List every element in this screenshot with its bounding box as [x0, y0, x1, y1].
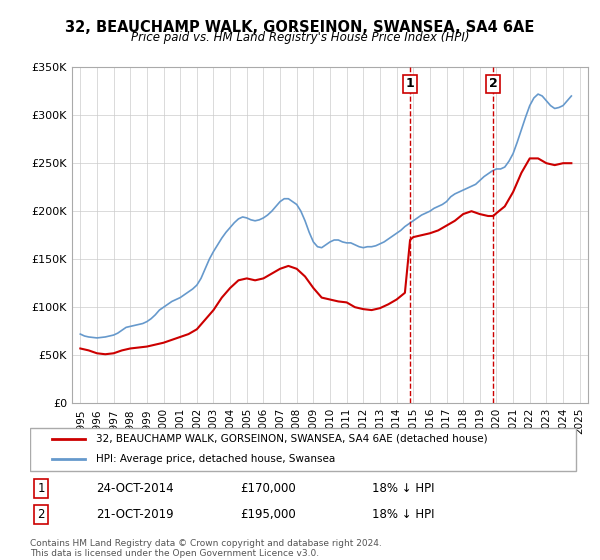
Text: Price paid vs. HM Land Registry's House Price Index (HPI): Price paid vs. HM Land Registry's House … — [131, 31, 469, 44]
Text: 2: 2 — [489, 77, 497, 90]
Text: Contains HM Land Registry data © Crown copyright and database right 2024.
This d: Contains HM Land Registry data © Crown c… — [30, 539, 382, 558]
Text: 21-OCT-2019: 21-OCT-2019 — [96, 508, 174, 521]
Text: HPI: Average price, detached house, Swansea: HPI: Average price, detached house, Swan… — [96, 454, 335, 464]
Text: 18% ↓ HPI: 18% ↓ HPI — [372, 482, 435, 494]
Text: 1: 1 — [406, 77, 415, 90]
Text: £170,000: £170,000 — [240, 482, 296, 494]
Text: 1: 1 — [37, 482, 45, 494]
Text: 32, BEAUCHAMP WALK, GORSEINON, SWANSEA, SA4 6AE (detached house): 32, BEAUCHAMP WALK, GORSEINON, SWANSEA, … — [96, 434, 488, 444]
FancyBboxPatch shape — [30, 428, 577, 472]
Text: 18% ↓ HPI: 18% ↓ HPI — [372, 508, 435, 521]
Text: 24-OCT-2014: 24-OCT-2014 — [96, 482, 174, 494]
Text: 32, BEAUCHAMP WALK, GORSEINON, SWANSEA, SA4 6AE: 32, BEAUCHAMP WALK, GORSEINON, SWANSEA, … — [65, 20, 535, 35]
Text: £195,000: £195,000 — [240, 508, 296, 521]
Text: 2: 2 — [37, 508, 45, 521]
